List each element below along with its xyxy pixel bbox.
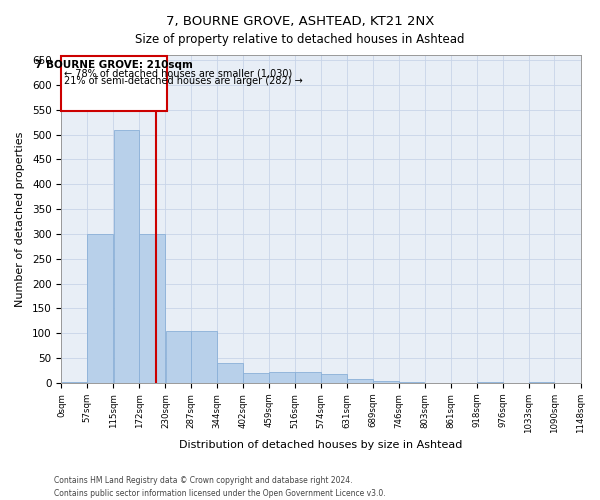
Y-axis label: Number of detached properties: Number of detached properties: [15, 132, 25, 306]
Bar: [191, 331, 217, 383]
Text: Size of property relative to detached houses in Ashtead: Size of property relative to detached ho…: [135, 32, 465, 46]
Bar: [347, 379, 373, 383]
FancyBboxPatch shape: [61, 56, 167, 110]
Bar: [529, 382, 554, 383]
Bar: [399, 382, 424, 383]
Bar: [269, 372, 295, 383]
Text: 7 BOURNE GROVE: 210sqm: 7 BOURNE GROVE: 210sqm: [35, 60, 193, 70]
Bar: [62, 382, 87, 383]
Text: ← 78% of detached houses are smaller (1,030): ← 78% of detached houses are smaller (1,…: [64, 69, 292, 79]
Bar: [295, 372, 321, 383]
Bar: [217, 363, 243, 383]
X-axis label: Distribution of detached houses by size in Ashtead: Distribution of detached houses by size …: [179, 440, 463, 450]
Bar: [244, 373, 269, 383]
Bar: [166, 331, 191, 383]
Bar: [476, 382, 503, 383]
Text: 21% of semi-detached houses are larger (282) →: 21% of semi-detached houses are larger (…: [64, 76, 302, 86]
Bar: [113, 130, 139, 383]
Bar: [139, 234, 165, 383]
Text: Contains HM Land Registry data © Crown copyright and database right 2024.
Contai: Contains HM Land Registry data © Crown c…: [54, 476, 386, 498]
Bar: [88, 234, 113, 383]
Bar: [321, 374, 347, 383]
Text: 7, BOURNE GROVE, ASHTEAD, KT21 2NX: 7, BOURNE GROVE, ASHTEAD, KT21 2NX: [166, 15, 434, 28]
Bar: [373, 382, 398, 383]
